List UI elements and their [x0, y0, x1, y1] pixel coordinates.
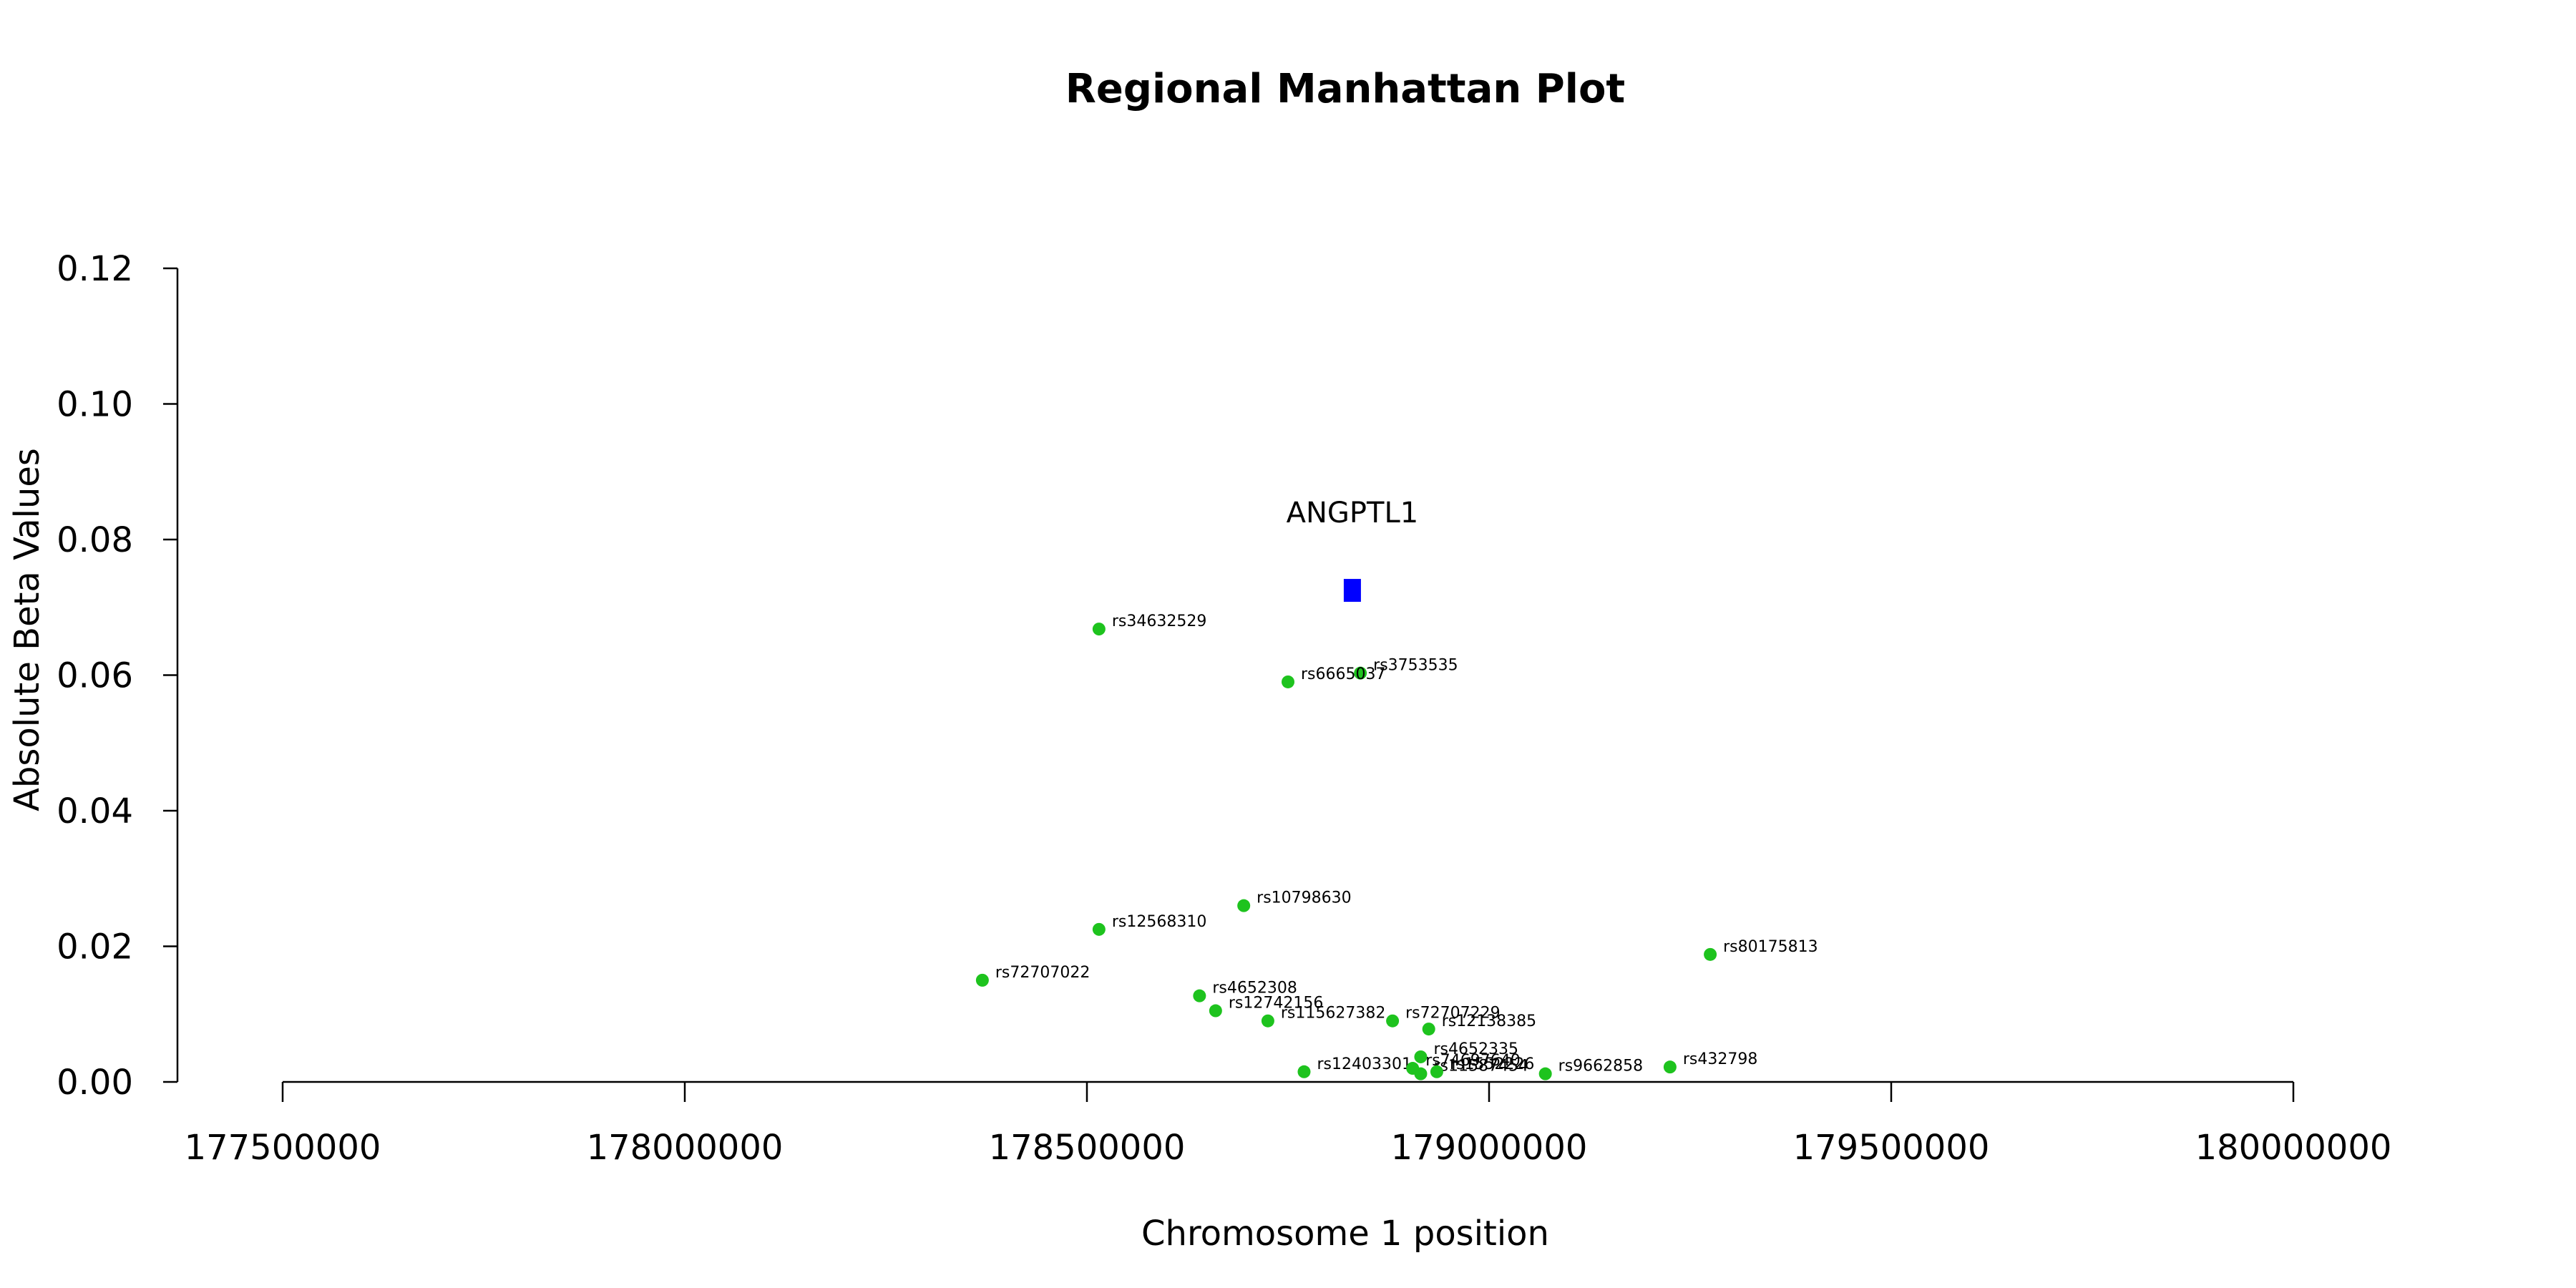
- snp-point: [1092, 922, 1106, 936]
- y-tick-label: 0.08: [57, 520, 133, 560]
- snp-label: rs34632529: [1112, 613, 1206, 630]
- snp-point: [1297, 1065, 1311, 1078]
- snp-label: rs12138385: [1442, 1013, 1536, 1030]
- snp-label: rs10798630: [1257, 889, 1351, 907]
- x-tick-label: 180000000: [2195, 1128, 2392, 1168]
- snp-label: rs74697640: [1425, 1052, 1520, 1070]
- snp-point: [1422, 1023, 1435, 1036]
- axes: 0.00 0.02 0.04 0.06 0.08 0.10 0.12 177500000 178…: [57, 249, 2391, 1168]
- gene-label: ANGPTL1: [1287, 497, 1419, 530]
- snp-point: [1261, 1014, 1274, 1028]
- y-tick-label: 0.02: [57, 927, 133, 967]
- snp-label: rs6665037: [1301, 665, 1386, 683]
- snp-label: rs4652308: [1212, 980, 1297, 997]
- snp-point: [1538, 1067, 1552, 1080]
- gene-marker: [1343, 579, 1361, 602]
- y-tick-label: 0.00: [57, 1063, 133, 1103]
- x-axis-label: Chromosome 1 position: [1141, 1214, 1549, 1254]
- snp-label: rs72707229: [1405, 1005, 1500, 1023]
- snp-point: [1430, 1065, 1443, 1078]
- snp-point: [1193, 989, 1206, 1002]
- x-tick-label: 178000000: [587, 1128, 784, 1168]
- snp-label: rs1552226: [1450, 1055, 1535, 1073]
- snp-point: [1663, 1060, 1677, 1074]
- snp-point: [1704, 947, 1717, 961]
- snp-label: rs80175813: [1723, 938, 1818, 956]
- snp-point: [1209, 1004, 1222, 1018]
- snp-label: rs4652335: [1433, 1040, 1518, 1058]
- x-tick-label: 177500000: [185, 1128, 381, 1168]
- snp-point: [1092, 623, 1106, 636]
- snp-label: rs115627382: [1281, 1005, 1385, 1023]
- snp-point: [1354, 666, 1367, 680]
- snp-point: [1386, 1014, 1400, 1028]
- y-tick-label: 0.10: [57, 385, 133, 425]
- y-axis-label: Absolute Beta Values: [7, 448, 47, 811]
- x-tick-label: 178500000: [989, 1128, 1186, 1168]
- chart-title: Regional Manhattan Plot: [1065, 66, 1625, 112]
- snp-label: rs72707022: [995, 964, 1090, 982]
- snp-point: [1414, 1067, 1428, 1080]
- y-tick-label: 0.04: [57, 791, 133, 831]
- snp-point: [975, 973, 989, 987]
- snp-point: [1237, 899, 1251, 912]
- x-tick-label: 179000000: [1391, 1128, 1588, 1168]
- snp-label: rs432798: [1683, 1050, 1758, 1068]
- snp-label: rs9662858: [1558, 1058, 1644, 1075]
- snp-point: [1282, 675, 1294, 688]
- y-tick-label: 0.12: [57, 249, 133, 289]
- snp-label: rs3753535: [1373, 657, 1458, 675]
- snp-point: [1414, 1050, 1428, 1063]
- snp-label: rs12742156: [1229, 995, 1323, 1013]
- x-tick-label: 179500000: [1793, 1128, 1990, 1168]
- snp-label: rs12403301: [1317, 1055, 1411, 1073]
- snp-label: rs11587454: [1433, 1058, 1528, 1075]
- y-tick-label: 0.06: [57, 656, 133, 696]
- snp-label: rs12568310: [1112, 913, 1206, 931]
